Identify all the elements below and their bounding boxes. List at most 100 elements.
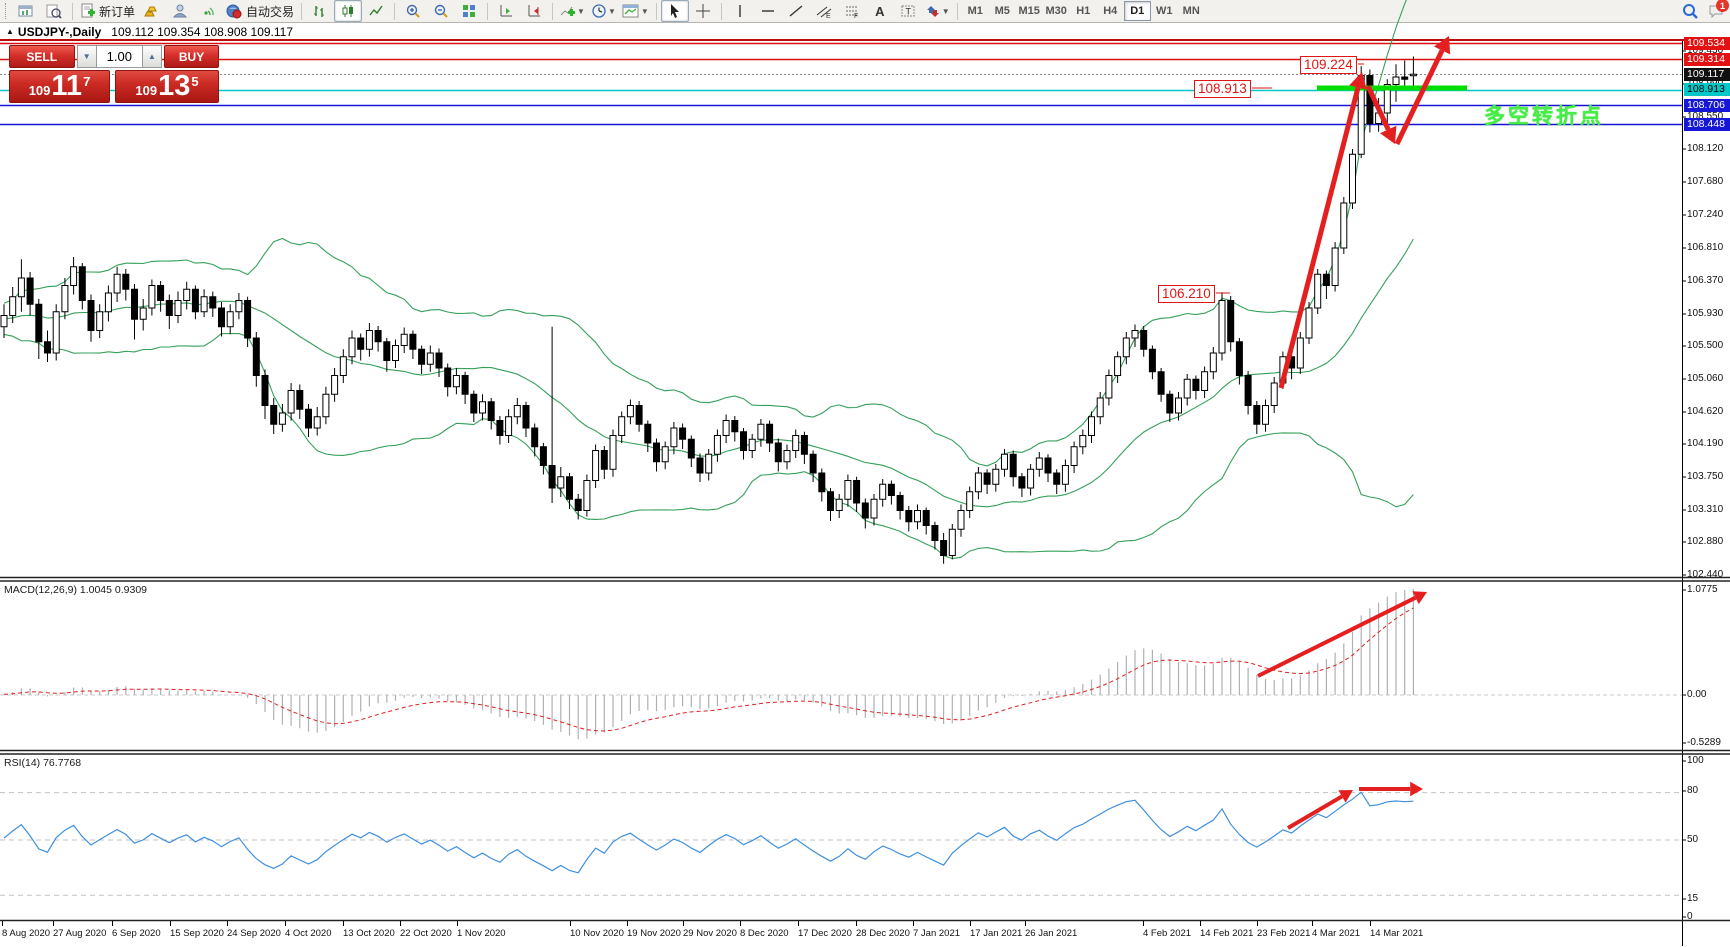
trendline-tool-button[interactable]: [782, 0, 810, 22]
timeframe-button-M15[interactable]: M15: [1018, 5, 1040, 17]
buy-price-figure: 109: [135, 83, 158, 98]
trend-arrow[interactable]: [1365, 84, 1391, 131]
candle-body: [1270, 382, 1278, 406]
auto-scroll-button[interactable]: [520, 0, 548, 22]
zoom-out-button[interactable]: [427, 0, 455, 22]
annotation-price-label-109224[interactable]: 109.224: [1300, 56, 1357, 74]
volume-decrease-button[interactable]: ▼: [76, 45, 97, 68]
text-tool-button[interactable]: A: [875, 3, 885, 19]
timeframe-button-H1[interactable]: H1: [1076, 5, 1091, 17]
search-icon[interactable]: [1676, 0, 1704, 22]
expert-advisor-button[interactable]: [166, 0, 194, 22]
chart-symbol-title: USDJPY-,Daily: [17, 24, 102, 39]
turning-point-text[interactable]: 多空转折点: [1484, 105, 1604, 128]
chart-preview-button[interactable]: [40, 0, 68, 22]
candle-body: [0, 315, 8, 328]
trend-arrow[interactable]: [1286, 794, 1343, 830]
candle-body: [61, 285, 69, 313]
toolbar-grip[interactable]: [5, 3, 9, 19]
trend-arrow-head[interactable]: [1380, 125, 1397, 144]
price-scale-tick-label: 102.880: [1687, 536, 1724, 547]
templates-dropdown-button[interactable]: ▼: [619, 0, 652, 22]
bar-chart-mode-button[interactable]: [306, 0, 334, 22]
zoom-in-button[interactable]: [399, 0, 427, 22]
sell-price-display[interactable]: 109 11 7: [9, 70, 110, 103]
candle-body: [713, 435, 721, 455]
trend-arrow[interactable]: [1257, 595, 1417, 678]
timeframe-button-M1[interactable]: M1: [967, 5, 983, 17]
candle-body: [566, 476, 573, 500]
candle-body: [774, 442, 782, 463]
date-axis-label: 17 Jan 2021: [970, 928, 1023, 939]
periods-dropdown-button[interactable]: ▼: [588, 0, 619, 22]
timeframe-button-W1[interactable]: W1: [1155, 5, 1173, 17]
volume-input[interactable]: [96, 45, 142, 68]
timeframe-button-MN[interactable]: MN: [1182, 5, 1200, 17]
indicators-dropdown-button[interactable]: ▼: [557, 0, 588, 22]
buy-price-display[interactable]: 109 13 5: [115, 70, 219, 103]
arrows-tool-dropdown-button[interactable]: ▼: [922, 0, 953, 22]
timeframe-button-M30[interactable]: M30: [1045, 5, 1067, 17]
candle-body: [600, 450, 608, 470]
crosshair-tool-button[interactable]: [689, 0, 717, 22]
candle-body: [557, 476, 565, 489]
buy-button[interactable]: BUY: [164, 45, 219, 68]
timeframe-button-D1[interactable]: D1: [1123, 1, 1151, 21]
timeframe-group: M1 M5 M15 M30 H1 H4 D1 W1 MN: [962, 1, 1205, 21]
fibonacci-tool-button[interactable]: F: [838, 0, 866, 22]
candlestick-mode-button[interactable]: [334, 0, 363, 22]
trend-arrow[interactable]: [1394, 49, 1445, 146]
text-label-tool-button[interactable]: T: [894, 0, 922, 22]
trend-arrow-head[interactable]: [1410, 781, 1423, 797]
trend-arrow-head[interactable]: [1412, 591, 1427, 605]
timeframe-button-H4[interactable]: H4: [1103, 5, 1118, 17]
chart-shift-button[interactable]: [492, 0, 520, 22]
annotation-price-label-106210[interactable]: 106.210: [1158, 285, 1215, 303]
autotrade-button[interactable]: 自动交易: [222, 0, 297, 22]
trend-arrow-head[interactable]: [1349, 72, 1367, 90]
trend-arrow-head[interactable]: [1433, 36, 1451, 55]
toolbar-separator: [552, 2, 554, 20]
vertical-line-tool-button[interactable]: [726, 0, 754, 22]
candle-body: [687, 438, 695, 459]
sell-button[interactable]: SELL: [9, 45, 75, 68]
chat-notifications-icon[interactable]: 1: [1704, 0, 1729, 21]
candle-body: [948, 528, 956, 556]
timeframe-button-M5[interactable]: M5: [994, 5, 1010, 17]
trend-arrow[interactable]: [1278, 86, 1361, 389]
new-chart-window-button[interactable]: [12, 0, 40, 22]
candle-body: [1409, 73, 1417, 77]
signal-button[interactable]: [194, 0, 222, 22]
rsi-scale-label: 80: [1687, 785, 1699, 796]
gold-instruments-button[interactable]: [138, 0, 166, 22]
price-scale-tick-label: 103.310: [1687, 504, 1724, 515]
candle-body: [357, 337, 365, 350]
volume-increase-button[interactable]: ▲: [141, 45, 163, 68]
buy-price-pips: 13: [158, 70, 191, 102]
rsi-scale-label: 50: [1687, 834, 1699, 845]
candle-body: [748, 438, 756, 451]
candle-body: [705, 453, 713, 474]
candle-body: [574, 498, 582, 511]
tile-windows-button[interactable]: [455, 0, 483, 22]
toolbar-separator: [956, 2, 958, 20]
trend-arrow-head[interactable]: [1338, 790, 1353, 803]
expand-triangle-icon[interactable]: ▲: [6, 27, 14, 36]
candle-body: [1166, 393, 1174, 414]
candle-body: [1088, 416, 1095, 436]
toolbar-separator: [301, 2, 303, 20]
price-badge-109.314: 109.314: [1684, 52, 1730, 66]
candle-body: [261, 375, 269, 406]
line-chart-mode-button[interactable]: [362, 0, 390, 22]
equidistant-channel-tool-button[interactable]: E: [810, 0, 838, 22]
cursor-tool-button[interactable]: [660, 0, 689, 22]
price-scale-tick-label: 107.240: [1687, 209, 1724, 220]
candle-body: [1140, 330, 1148, 350]
candle-body: [1114, 356, 1122, 376]
new-order-button[interactable]: 新订单: [77, 0, 138, 22]
annotation-price-label-108913[interactable]: 108.913: [1194, 80, 1251, 98]
rsi-scale-label: 15: [1687, 893, 1699, 904]
horizontal-line-tool-button[interactable]: [754, 0, 782, 22]
candle-body: [583, 480, 591, 511]
